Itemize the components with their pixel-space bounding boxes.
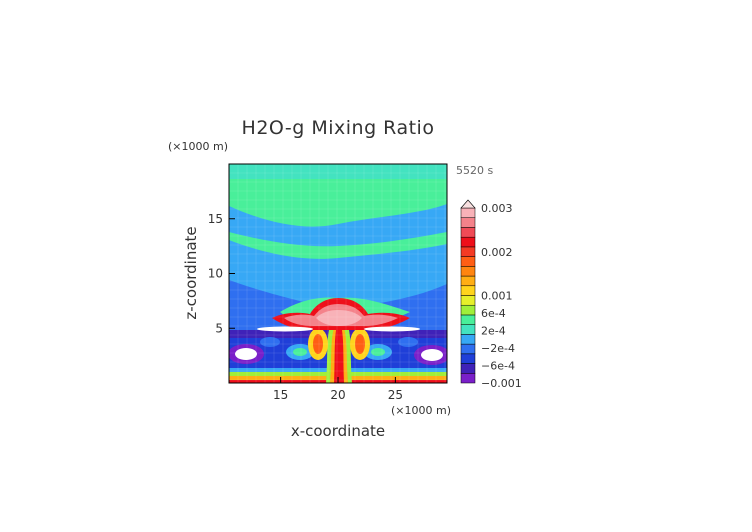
colorbar-arrow xyxy=(460,199,476,209)
x-axis-label: x-coordinate xyxy=(291,422,385,440)
colorbar-label: 6e-4 xyxy=(481,307,506,320)
colorbar-swatch xyxy=(460,285,476,296)
colorbar-swatch xyxy=(460,324,476,335)
colorbar-swatch xyxy=(460,275,476,287)
colorbar-swatch xyxy=(460,353,476,364)
colorbar-swatch xyxy=(460,295,476,306)
colorbar-label: −0.001 xyxy=(481,377,522,390)
grid-lines xyxy=(229,164,447,383)
colorbar-swatch xyxy=(460,207,476,218)
colorbar-swatch xyxy=(460,256,476,267)
colorbar-swatch xyxy=(460,314,476,325)
colorbar-swatch xyxy=(460,227,476,238)
contour-field xyxy=(229,164,447,383)
x-unit-label: (×1000 m) xyxy=(391,404,451,417)
x-tick-label: 25 xyxy=(388,388,403,402)
chart-title: H2O-g Mixing Ratio xyxy=(242,117,435,139)
colorbar: 0.003 0.002 0.001 6e-4 2e-4 −2e-4 −6e-4 −0.001 xyxy=(460,199,522,390)
y-axis-label: z-coordinate xyxy=(182,226,200,319)
colorbar-label: 0.001 xyxy=(481,290,513,303)
time-label: 5520 s xyxy=(456,164,493,177)
y-unit-label: (×1000 m) xyxy=(168,140,228,153)
y-axis: 5 10 15 xyxy=(208,212,235,335)
x-tick-label: 15 xyxy=(273,388,288,402)
y-tick-label: 15 xyxy=(208,212,223,226)
x-tick-label: 20 xyxy=(330,388,345,402)
colorbar-swatch xyxy=(460,236,476,248)
colorbar-swatch xyxy=(460,334,476,345)
colorbar-swatch xyxy=(460,246,476,257)
colorbar-label: −2e-4 xyxy=(481,342,515,355)
colorbar-swatch xyxy=(460,343,476,355)
y-tick-label: 10 xyxy=(208,267,223,281)
y-tick-label: 5 xyxy=(215,321,223,335)
colorbar-swatch xyxy=(460,304,476,316)
colorbar-label: 2e-4 xyxy=(481,325,506,338)
colorbar-swatch xyxy=(460,373,476,384)
colorbar-swatch xyxy=(460,217,476,228)
colorbar-label: −6e-4 xyxy=(481,360,515,373)
colorbar-swatch xyxy=(460,266,476,277)
x-axis: 15 20 25 xyxy=(273,377,403,402)
colorbar-label: 0.003 xyxy=(481,202,513,215)
colorbar-swatch xyxy=(460,363,476,374)
colorbar-label: 0.002 xyxy=(481,246,513,259)
